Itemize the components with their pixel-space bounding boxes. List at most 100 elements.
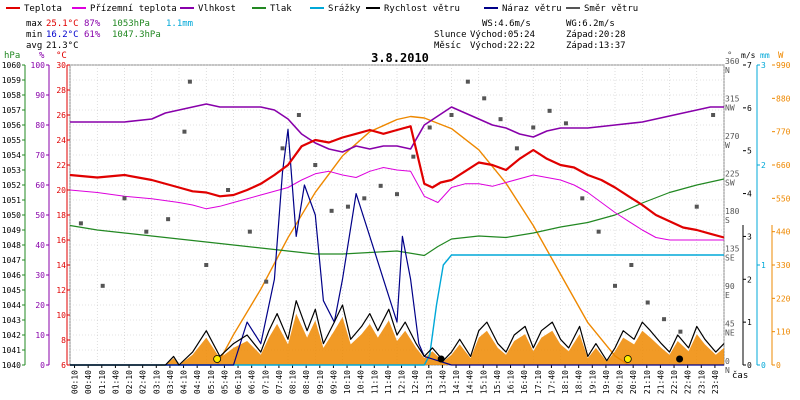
hpa-tick-label: 1045 <box>2 286 21 295</box>
plot-area <box>69 79 725 366</box>
wind-area-fill <box>70 313 724 365</box>
pct-tick-label: 30 <box>35 271 45 280</box>
dir-tick-label: E <box>725 291 730 300</box>
pct-tick-label: 70 <box>35 151 45 160</box>
w-tick-label: 660 <box>776 161 791 170</box>
dir-tick-value: 180 <box>725 207 740 216</box>
x-tick-label: 02:10 <box>125 370 134 394</box>
ms-tick-label: 6 <box>747 104 752 113</box>
pct-tick-label: 20 <box>35 301 45 310</box>
wind-direction-point <box>449 113 454 117</box>
wind-direction-point <box>182 129 187 134</box>
wind-direction-point <box>247 229 252 234</box>
x-tick-label: 22:10 <box>670 370 679 394</box>
x-tick-label: 10:40 <box>357 370 366 394</box>
dir-tick-value: 225 <box>725 170 740 179</box>
wind-direction-point <box>264 279 269 284</box>
hpa-tick-label: 1047 <box>2 256 21 265</box>
pressure-line <box>69 178 725 257</box>
legend-label: Tlak <box>270 4 292 14</box>
hpa-tick-label: 1051 <box>2 196 21 205</box>
degc-tick-label: 18 <box>56 211 66 220</box>
pct-tick-label: 10 <box>35 331 45 340</box>
stat-max-rain: 1.1mm <box>166 19 193 29</box>
unit-degc: °C <box>56 51 67 61</box>
stat-min-press: 1047.3hPa <box>112 30 161 40</box>
x-tick-label: 08:40 <box>302 370 311 394</box>
unit-deg: ° <box>727 51 732 61</box>
w-tick-label: 550 <box>776 194 791 203</box>
wind-direction-point <box>482 96 487 101</box>
mm-tick-label: 1 <box>761 261 766 270</box>
hpa-tick-label: 1042 <box>2 331 21 340</box>
wind-direction-point <box>580 196 585 201</box>
hpa-tick-label: 1049 <box>2 226 21 235</box>
x-tick-label: 14:40 <box>466 370 475 394</box>
wind-direction-point <box>694 204 699 209</box>
x-tick-label: 07:40 <box>275 370 284 394</box>
solar-radiation-line <box>216 115 629 366</box>
unit-pct: % <box>39 51 45 61</box>
pct-tick-label: 60 <box>35 181 45 190</box>
x-tick-label: 02:40 <box>139 370 148 394</box>
x-tick-label: 19:10 <box>588 370 597 394</box>
ms-tick-label: 3 <box>747 232 752 241</box>
moon-rise: Východ:22:22 <box>470 41 535 51</box>
humidity-line <box>70 103 724 153</box>
ms-tick-label: 7 <box>747 61 752 70</box>
x-tick-label: 15:40 <box>493 370 502 394</box>
dir-tick-value: 360 <box>725 57 740 66</box>
wind-direction-point <box>531 125 536 130</box>
degc-tick-label: 16 <box>56 236 66 245</box>
legend-label: Teplota <box>24 4 62 14</box>
x-tick-label: 01:10 <box>98 370 107 394</box>
x-tick-label: 19:40 <box>602 370 611 394</box>
sun-set: Západ:20:28 <box>566 30 626 40</box>
wind-direction-point <box>427 125 432 130</box>
x-tick-label: 18:10 <box>561 370 570 394</box>
degc-tick-label: 22 <box>56 161 66 170</box>
hpa-tick-label: 1041 <box>2 346 21 355</box>
hpa-tick-label: 1046 <box>2 271 21 280</box>
wind-direction-point <box>166 217 171 222</box>
x-tick-label: 13:40 <box>438 370 447 394</box>
wind-direction-point <box>345 204 350 209</box>
wind-direction-point <box>280 146 285 151</box>
x-tick-label: 14:10 <box>452 370 461 394</box>
stat-min-temp: 16.2°C <box>46 30 79 40</box>
x-tick-label: 04:40 <box>193 370 202 394</box>
pct-tick-label: 80 <box>35 121 45 130</box>
ms-tick-label: 1 <box>747 318 752 327</box>
dir-tick-label: SE <box>725 254 735 263</box>
stat-min-hum: 61% <box>84 30 101 40</box>
hpa-tick-label: 1055 <box>2 136 21 145</box>
x-tick-label: 16:10 <box>507 370 516 394</box>
wind-wg: WG:6.2m/s <box>566 19 615 29</box>
w-tick-label: 330 <box>776 261 791 270</box>
x-tick-label: 15:10 <box>479 370 488 394</box>
x-tick-label: 16:40 <box>520 370 529 394</box>
hpa-tick-label: 1054 <box>2 151 21 160</box>
dir-tick-label: S <box>725 216 730 225</box>
hpa-tick-label: 1056 <box>2 121 21 130</box>
wind-direction-point <box>498 117 503 122</box>
pct-tick-label: 50 <box>35 211 45 220</box>
legend-label: Přízemní teplota <box>90 4 177 14</box>
wind-direction-point <box>411 154 416 159</box>
wind-gust-line <box>70 128 724 366</box>
axes: 1040104110421043104410451046104710481049… <box>2 57 791 394</box>
mm-tick-label: 2 <box>761 161 766 170</box>
x-tick-label: 21:10 <box>643 370 652 394</box>
stat-max-hum: 87% <box>84 19 101 29</box>
chart-legend: Teplota Přízemní teplota Vlhkost Tlak Srážky… <box>6 4 638 14</box>
x-tick-label: 11:10 <box>370 370 379 394</box>
x-tick-label: 00:40 <box>84 370 93 394</box>
legend-label: Náraz větru <box>502 4 562 14</box>
x-tick-label: 10:10 <box>343 370 352 394</box>
x-tick-label: 20:40 <box>629 370 638 394</box>
hpa-tick-label: 1040 <box>2 361 21 370</box>
moon-label: Měsíc <box>434 41 461 51</box>
dir-tick-value: 90 <box>725 282 735 291</box>
sunrise-marker <box>213 355 222 363</box>
